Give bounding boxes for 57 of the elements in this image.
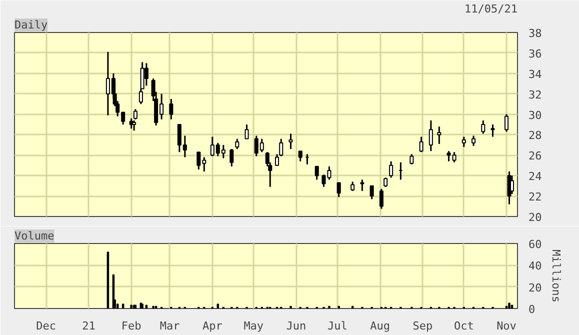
x-tick-label: Jul <box>328 320 348 332</box>
candlestick <box>437 126 442 145</box>
x-tick-label: Apr <box>202 320 223 332</box>
candlestick <box>370 185 374 200</box>
y-tick-label: 20 <box>528 281 542 294</box>
y-tick-label: 28 <box>528 129 542 142</box>
candlestick <box>504 114 509 132</box>
y-tick-label: 34 <box>528 68 542 81</box>
candlestick <box>350 180 355 192</box>
candlestick <box>389 160 394 178</box>
candlestick <box>481 120 486 134</box>
candlestick <box>279 138 284 157</box>
candlestick <box>428 120 433 152</box>
chart-title: Volume <box>14 230 54 242</box>
y-tick-label: 20 <box>528 211 542 224</box>
candlestick <box>472 134 476 147</box>
candlestick <box>235 138 240 150</box>
y-tick-label: 38 <box>528 27 542 40</box>
x-tick-label: Dec <box>36 320 56 332</box>
candlestick <box>419 136 424 153</box>
candlestick <box>244 124 249 140</box>
candlestick <box>298 150 302 162</box>
x-tick-label: Aug <box>370 320 390 332</box>
y-tick-label: 0 <box>528 303 536 316</box>
candlestick <box>230 148 234 168</box>
candlestick <box>410 153 414 166</box>
y-tick-label: 60 <box>528 238 542 251</box>
candlestick <box>360 178 364 192</box>
y-tick-label: 26 <box>528 150 542 163</box>
candlestick <box>379 188 384 210</box>
x-tick-label: Mar <box>160 320 180 332</box>
x-tick-label: Sep <box>412 320 433 332</box>
candlestick <box>288 132 293 150</box>
candlestick <box>510 174 514 195</box>
y-tick-label: 36 <box>528 47 542 60</box>
candlestick <box>144 62 148 86</box>
x-tick-label: Oct <box>454 320 474 332</box>
candlestick <box>462 136 466 148</box>
y-tick-label: 30 <box>528 108 542 122</box>
y-tick-label: 24 <box>528 170 542 184</box>
x-tick-label: Jun <box>286 320 306 332</box>
y-tick-label: 40 <box>528 260 542 273</box>
candlestick <box>490 124 495 138</box>
candlestick <box>169 98 174 120</box>
candlestick <box>507 170 512 205</box>
candlestick <box>384 176 388 188</box>
y-axis-title: Millions <box>550 250 563 302</box>
x-tick-label: Feb <box>121 320 142 332</box>
y-tick-label: 32 <box>528 88 542 102</box>
text: 11/05/21 <box>464 2 518 16</box>
x-tick-label: May <box>244 320 264 332</box>
chart-title: Daily <box>14 18 48 32</box>
x-tick-label: 21 <box>82 320 96 332</box>
candlestick <box>336 182 341 198</box>
x-tick-label: Nov <box>496 320 517 332</box>
y-tick-label: 22 <box>528 190 542 204</box>
candlestick <box>314 166 319 180</box>
